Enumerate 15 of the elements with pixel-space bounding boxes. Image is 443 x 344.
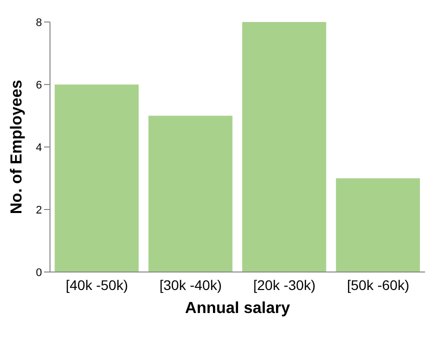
- y-tick-label: 2: [36, 204, 42, 216]
- bar: [242, 22, 326, 272]
- bar: [148, 116, 232, 272]
- bar: [54, 84, 139, 272]
- y-tick-label: 4: [36, 142, 42, 154]
- x-tick-label: [20k -30k): [253, 276, 316, 293]
- x-tick-label: [40k -50k): [66, 276, 128, 293]
- y-tick-label: 0: [36, 266, 42, 279]
- y-tick-label: 6: [36, 79, 42, 92]
- y-tick-label: 8: [36, 16, 42, 29]
- y-axis-title: No. of Employees: [8, 80, 26, 214]
- x-tick-label: [30k -40k): [160, 276, 222, 293]
- x-axis-title: Annual salary: [185, 300, 290, 317]
- bar: [336, 178, 420, 272]
- x-tick-label: [50k -60k): [347, 276, 410, 293]
